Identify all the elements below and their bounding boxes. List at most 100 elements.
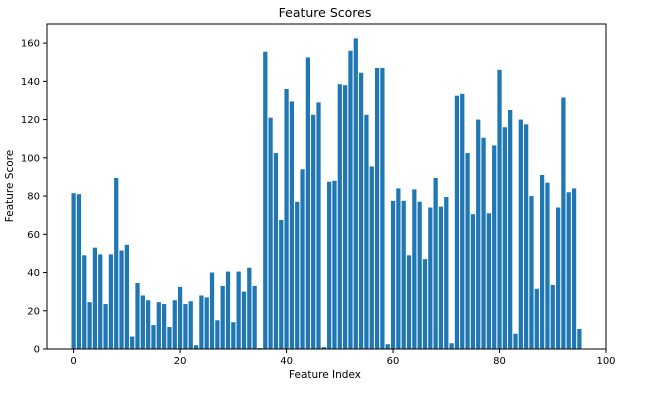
bar-42 — [295, 201, 300, 349]
y-tick-label: 160 — [21, 39, 40, 50]
bar-34 — [252, 285, 257, 349]
bar-1 — [76, 194, 82, 349]
bar-17 — [161, 304, 167, 349]
bar-32 — [241, 291, 247, 349]
bar-75 — [470, 214, 476, 349]
bar-80 — [497, 69, 502, 349]
bar-22 — [188, 301, 193, 349]
bar-29 — [225, 271, 231, 349]
bar-94 — [571, 188, 577, 349]
x-axis-ticks: 0 20 40 60 80 100 — [70, 349, 616, 367]
y-tick-label: 20 — [27, 306, 40, 317]
bar-45 — [311, 114, 316, 349]
bar-91 — [555, 207, 561, 349]
bar-5 — [98, 254, 103, 349]
bar-64 — [412, 189, 417, 349]
bar-85 — [524, 124, 529, 350]
bar-37 — [268, 117, 273, 350]
x-tick-label: 60 — [387, 356, 400, 367]
bar-43 — [300, 169, 305, 349]
bar-41 — [289, 101, 295, 350]
y-tick-label: 120 — [21, 115, 40, 126]
bar-38 — [273, 153, 279, 349]
bar-4 — [92, 247, 98, 349]
bar-54 — [358, 72, 364, 349]
bar-33 — [247, 267, 252, 349]
bar-3 — [87, 302, 92, 349]
bar-84 — [518, 119, 523, 349]
bar-47 — [321, 347, 326, 349]
y-tick-label: 0 — [34, 345, 40, 356]
bar-62 — [401, 200, 406, 349]
bar-58 — [380, 67, 385, 349]
bar-52 — [348, 50, 353, 349]
bar-67 — [428, 207, 433, 349]
y-tick-label: 40 — [27, 268, 40, 279]
bar-89 — [545, 182, 550, 349]
y-tick-label: 60 — [27, 230, 40, 241]
bars-group — [71, 38, 582, 350]
bar-87 — [534, 288, 539, 349]
x-tick-label: 80 — [493, 356, 506, 367]
bar-30 — [231, 322, 236, 349]
plot-frame — [46, 23, 607, 350]
y-tick-label: 140 — [21, 77, 40, 88]
bar-48 — [327, 181, 332, 349]
x-tick-label: 0 — [70, 356, 76, 367]
bar-10 — [124, 244, 129, 349]
bar-93 — [566, 192, 571, 349]
bar-78 — [486, 213, 492, 349]
x-tick-label: 100 — [596, 356, 615, 367]
bar-73 — [460, 93, 465, 349]
bar-23 — [193, 345, 199, 349]
bar-14 — [146, 300, 151, 349]
bar-59 — [385, 344, 390, 349]
x-axis-label: Feature Index — [289, 369, 361, 381]
bar-13 — [140, 295, 145, 349]
bar-81 — [502, 127, 507, 350]
bar-21 — [183, 304, 188, 349]
bar-40 — [284, 89, 289, 349]
y-tick-label: 100 — [21, 153, 40, 164]
bar-82 — [508, 110, 513, 349]
bar-76 — [476, 119, 481, 349]
bar-79 — [492, 145, 497, 349]
bar-66 — [422, 259, 428, 349]
bar-36 — [263, 51, 268, 349]
bar-8 — [114, 177, 119, 349]
bar-90 — [550, 284, 555, 349]
bar-83 — [513, 333, 518, 349]
bar-15 — [151, 325, 156, 349]
bar-11 — [130, 336, 135, 349]
bar-31 — [236, 271, 241, 349]
bar-16 — [156, 302, 161, 349]
bar-7 — [108, 254, 114, 349]
bar-60 — [390, 200, 396, 349]
bar-46 — [316, 102, 321, 349]
bar-71 — [449, 343, 454, 349]
bar-9 — [119, 250, 124, 349]
bar-74 — [465, 153, 470, 349]
bar-95 — [577, 328, 582, 349]
y-tick-label: 80 — [27, 192, 40, 203]
bar-65 — [417, 201, 422, 349]
bar-2 — [82, 255, 87, 349]
bar-51 — [343, 85, 348, 350]
bar-44 — [305, 57, 310, 350]
bar-68 — [433, 177, 438, 349]
bar-77 — [481, 137, 486, 349]
x-tick-label: 20 — [174, 356, 187, 367]
bar-69 — [438, 206, 444, 349]
bar-88 — [539, 175, 545, 349]
bar-24 — [199, 295, 204, 349]
bar-12 — [135, 283, 140, 349]
bar-72 — [454, 95, 460, 349]
bar-63 — [406, 255, 412, 349]
bar-53 — [353, 38, 358, 350]
y-axis-label: Feature Score — [4, 150, 16, 222]
bar-55 — [364, 114, 369, 349]
bar-20 — [177, 286, 183, 349]
y-axis-ticks: 0 20 40 60 80 100 120 140 160 — [21, 39, 47, 356]
chart-title: Feature Scores — [279, 5, 372, 20]
